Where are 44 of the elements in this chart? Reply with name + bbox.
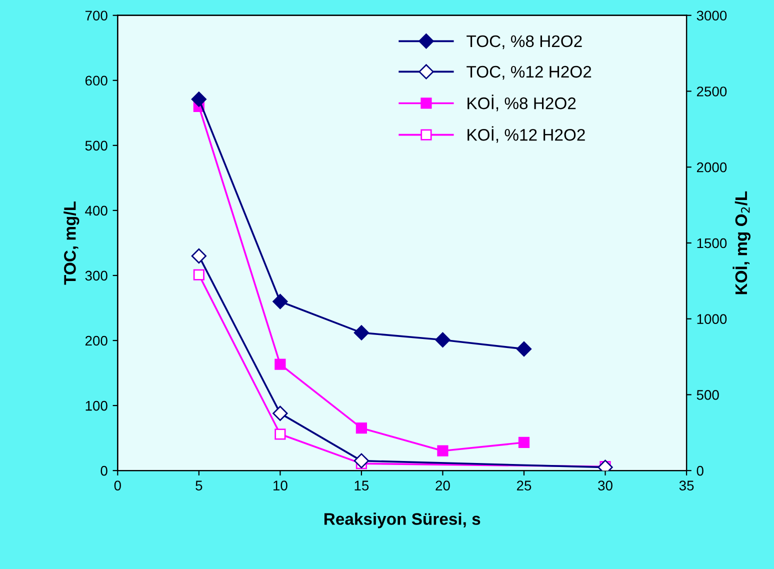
point: [191, 92, 206, 107]
y2-tick-label: 3000: [696, 10, 727, 21]
y-tick-label: 600: [85, 76, 108, 86]
y-tick-label: 200: [85, 336, 108, 346]
y2-tick-label: 2000: [696, 162, 727, 172]
x-tick-label: 0: [114, 480, 121, 490]
x-tick-label: 10: [274, 480, 288, 490]
point: [354, 325, 370, 340]
point: [191, 248, 206, 264]
x-axis-title: Reaksiyon Süresi, s: [324, 512, 480, 528]
point: [272, 406, 288, 421]
point: [354, 453, 370, 468]
x-tick-label: 35: [679, 480, 694, 490]
point: [193, 269, 204, 280]
x-tick-label: 20: [436, 480, 450, 490]
point: [272, 294, 288, 310]
x-tick-label: 30: [598, 480, 612, 490]
y-tick-label: 0: [100, 466, 108, 476]
x-tick-label: 25: [516, 480, 532, 490]
point: [274, 428, 286, 440]
y2-tick-label: 500: [696, 390, 719, 400]
y2-axis-title: KOİ, mg O$_{2}$/L: [732, 191, 750, 294]
legend-label: TOC, %8 H2O2: [466, 35, 582, 50]
legend-label: KOİ, %8 H2O2: [468, 94, 576, 112]
x-tick-label: 15: [354, 480, 369, 490]
point: [356, 422, 368, 434]
point: [437, 445, 448, 456]
y2-tick-label: 1000: [697, 314, 727, 324]
legend-label: TOC, %12 H2O2: [466, 66, 592, 80]
y-tick-label: 500: [85, 140, 108, 151]
y-tick-label: 100: [86, 400, 108, 411]
point: [518, 436, 530, 448]
x-tick-label: 5: [196, 480, 202, 490]
y2-tick-label: 1500: [697, 238, 727, 248]
y2-tick-label: 0: [696, 466, 704, 476]
y-tick-label: 400: [85, 206, 108, 216]
legend-label: KOİ, %12 H2O2: [468, 126, 585, 143]
y-tick-label: 300: [85, 270, 108, 281]
point: [516, 341, 532, 357]
point: [274, 358, 286, 370]
point: [435, 332, 450, 348]
y-tick-label: 700: [85, 10, 108, 21]
y-axis-title: TOC, mg/L: [64, 201, 80, 285]
y2-tick-label: 2500: [696, 86, 727, 96]
